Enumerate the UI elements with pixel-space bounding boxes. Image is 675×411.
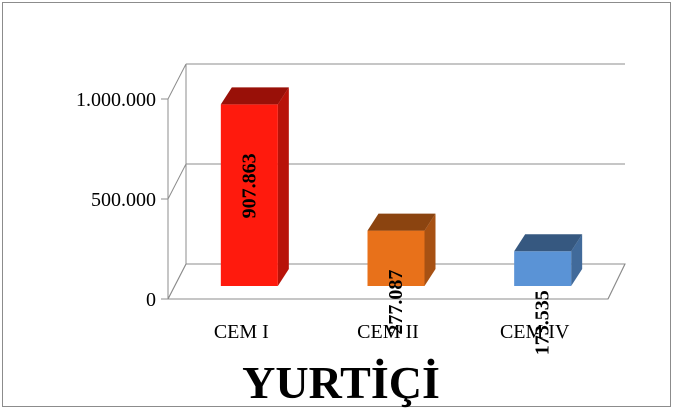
- x-category-label: CEM IV: [500, 321, 570, 343]
- data-label: 277.087: [385, 270, 407, 335]
- axes: [161, 64, 187, 300]
- y-tick-label: 1.000.000: [76, 89, 156, 111]
- bar-chart: 0 500.000 1.000.000 CEM I 907.863 CEM II277.0…: [76, 63, 626, 408]
- bar-side: [277, 87, 289, 286]
- labels: 0 500.000 1.000.000 CEM I 907.863 CEM II277.0…: [76, 89, 570, 355]
- bar-side: [424, 213, 436, 286]
- bar-cem-i: [220, 87, 289, 286]
- bar-top: [367, 213, 436, 231]
- chart-frame: 0 500.000 1.000.000 CEM I 907.863 CEM II 277.0…: [2, 2, 671, 408]
- floor-edge: [607, 263, 626, 300]
- x-category-label: CEM I: [214, 321, 269, 343]
- bar-front: [367, 230, 425, 286]
- gridline-depth: [167, 63, 187, 100]
- gridline-depth: [167, 263, 187, 300]
- bar-front: [220, 104, 278, 286]
- bars: [220, 87, 583, 286]
- bar-cem-iv: [514, 234, 583, 286]
- data-label: 907.863: [238, 153, 260, 218]
- gridline-depth: [167, 163, 187, 200]
- bar-side: [571, 234, 583, 286]
- y-tick-label: 0: [146, 289, 156, 311]
- x-category-label: CEM II: [357, 321, 419, 343]
- bar-cem-ii: [367, 213, 436, 286]
- chart-title: YURTİÇİ: [242, 357, 440, 408]
- data-label: 173.535: [532, 290, 554, 355]
- bar-top: [514, 234, 583, 252]
- bar-front: [514, 251, 572, 286]
- y-tick-label: 500.000: [91, 189, 156, 211]
- bar-top: [220, 87, 289, 105]
